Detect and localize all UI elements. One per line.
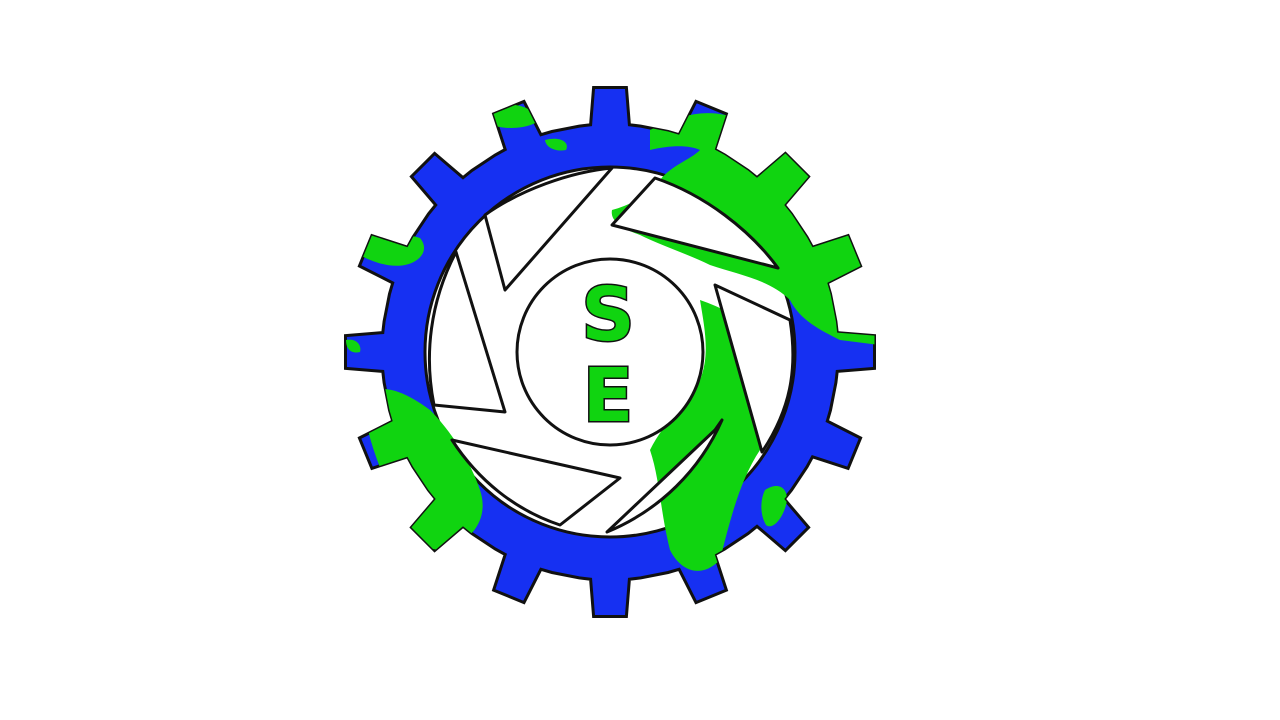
blade-top-left — [483, 166, 614, 292]
logo-letters: S E — [580, 271, 636, 441]
letter-s: S — [581, 272, 634, 358]
continent-northeast — [611, 113, 875, 345]
gear-hub — [515, 257, 705, 447]
continent-left-tooth — [346, 339, 361, 353]
blade-bottom-left — [450, 438, 622, 527]
aperture-blades — [427, 166, 795, 534]
letter-e: E — [583, 353, 634, 439]
blade-top-right — [610, 176, 780, 270]
blade-right — [713, 283, 795, 454]
blade-left — [427, 250, 507, 414]
continent-top-patch — [545, 138, 567, 151]
continent-southwest — [365, 388, 483, 550]
continent-southeast-island — [761, 485, 787, 527]
blade-bottom-right — [605, 418, 724, 534]
continent-northwest-top — [490, 104, 540, 128]
gear-icon — [344, 86, 876, 618]
